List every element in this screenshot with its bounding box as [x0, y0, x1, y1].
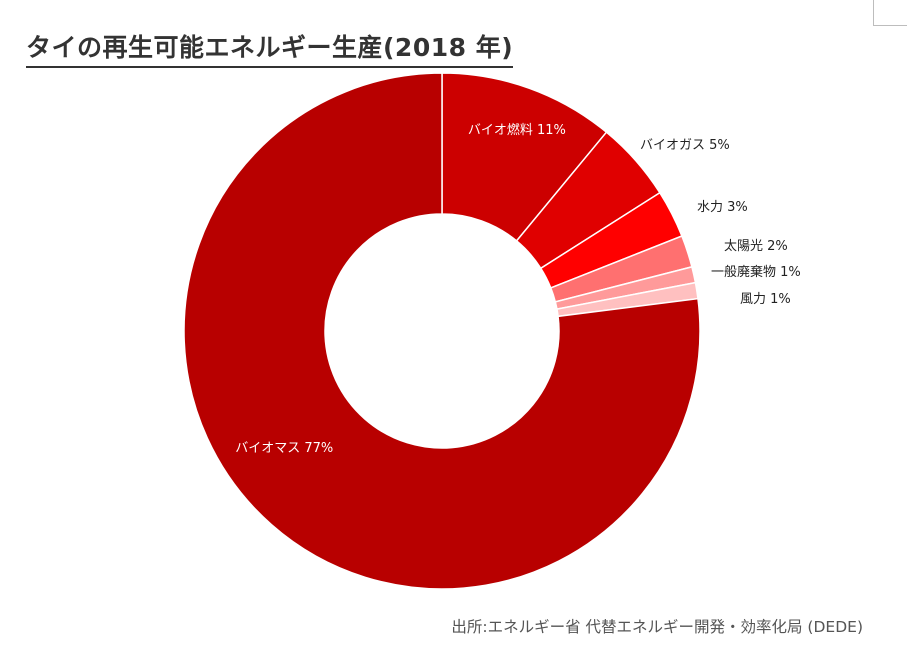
slice-label-1: バイオ燃料 11%: [468, 122, 566, 138]
slice-label-4: 太陽光 2%: [724, 239, 788, 254]
labels-group: バイオ燃料 11% バイオガス 5% 水力 3% 太陽光 2% 一般廃棄物 1% 風力 1…: [235, 122, 801, 456]
slice-label-2: バイオガス 5%: [640, 138, 730, 153]
slice-label-7: バイオマス 77%: [235, 441, 333, 456]
slice-7: [183, 72, 701, 590]
chart-title: タイの再生可能エネルギー生産(2018 年): [26, 32, 514, 68]
slice-1: [441, 72, 608, 242]
slice-label-5: 一般廃棄物 1%: [711, 264, 801, 280]
frame-corner: [873, 0, 907, 26]
slices-group: [183, 72, 701, 590]
slice-label-6: 風力 1%: [740, 292, 791, 307]
slice-label-3: 水力 3%: [697, 200, 748, 215]
source-note: 出所:エネルギー省 代替エネルギー開発・効率化局 (DEDE): [451, 618, 863, 636]
